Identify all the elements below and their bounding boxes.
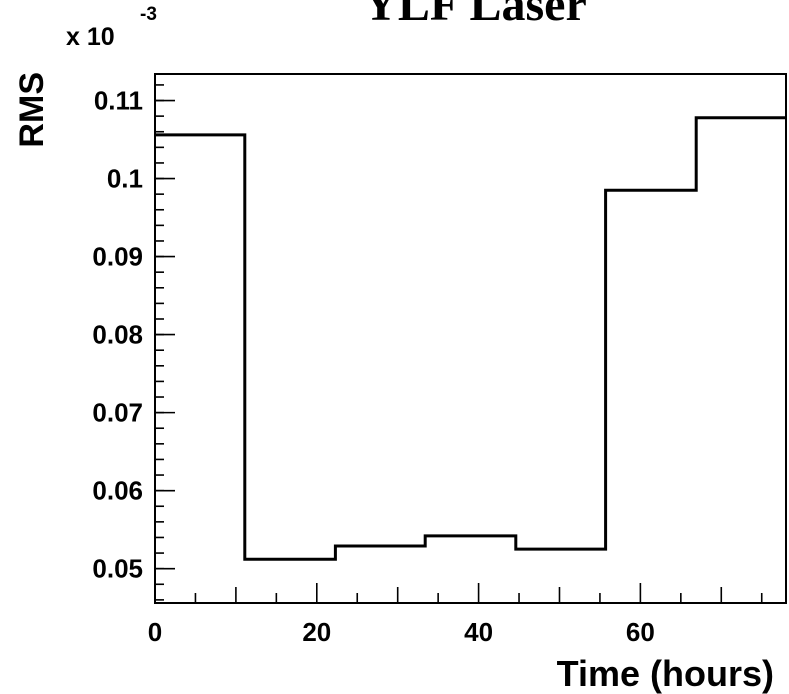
y-axis-label: RMS xyxy=(13,72,51,148)
x-tick-label: 0 xyxy=(148,617,162,647)
x-axis-label: Time (hours) xyxy=(557,653,774,694)
y-tick-label: 0.1 xyxy=(107,164,143,194)
chart-title: YLF Laser xyxy=(363,0,587,31)
histogram-series-line xyxy=(155,116,786,561)
y-tick-label: 0.06 xyxy=(92,476,143,506)
x-tick-label: 60 xyxy=(626,617,655,647)
y-tick-label: 0.09 xyxy=(92,242,143,272)
y-tick-label: 0.07 xyxy=(92,398,143,428)
y-tick-label: 0.05 xyxy=(92,554,143,584)
plot-frame xyxy=(154,73,787,604)
y-axis-tick-labels: 0.05 0.06 0.07 0.08 0.09 0.1 0.11 xyxy=(92,86,143,584)
y-multiplier-label: x 10 xyxy=(66,23,115,51)
x-axis-tick-labels: 0 20 40 60 xyxy=(148,617,655,647)
y-axis-ticks xyxy=(155,84,175,601)
y-tick-label: 0.11 xyxy=(94,86,143,116)
x-axis-ticks xyxy=(154,583,763,603)
x-tick-label: 20 xyxy=(302,617,331,647)
x-tick-label: 40 xyxy=(464,617,493,647)
y-multiplier-exponent: -3 xyxy=(140,4,157,25)
y-tick-label: 0.08 xyxy=(92,320,143,350)
